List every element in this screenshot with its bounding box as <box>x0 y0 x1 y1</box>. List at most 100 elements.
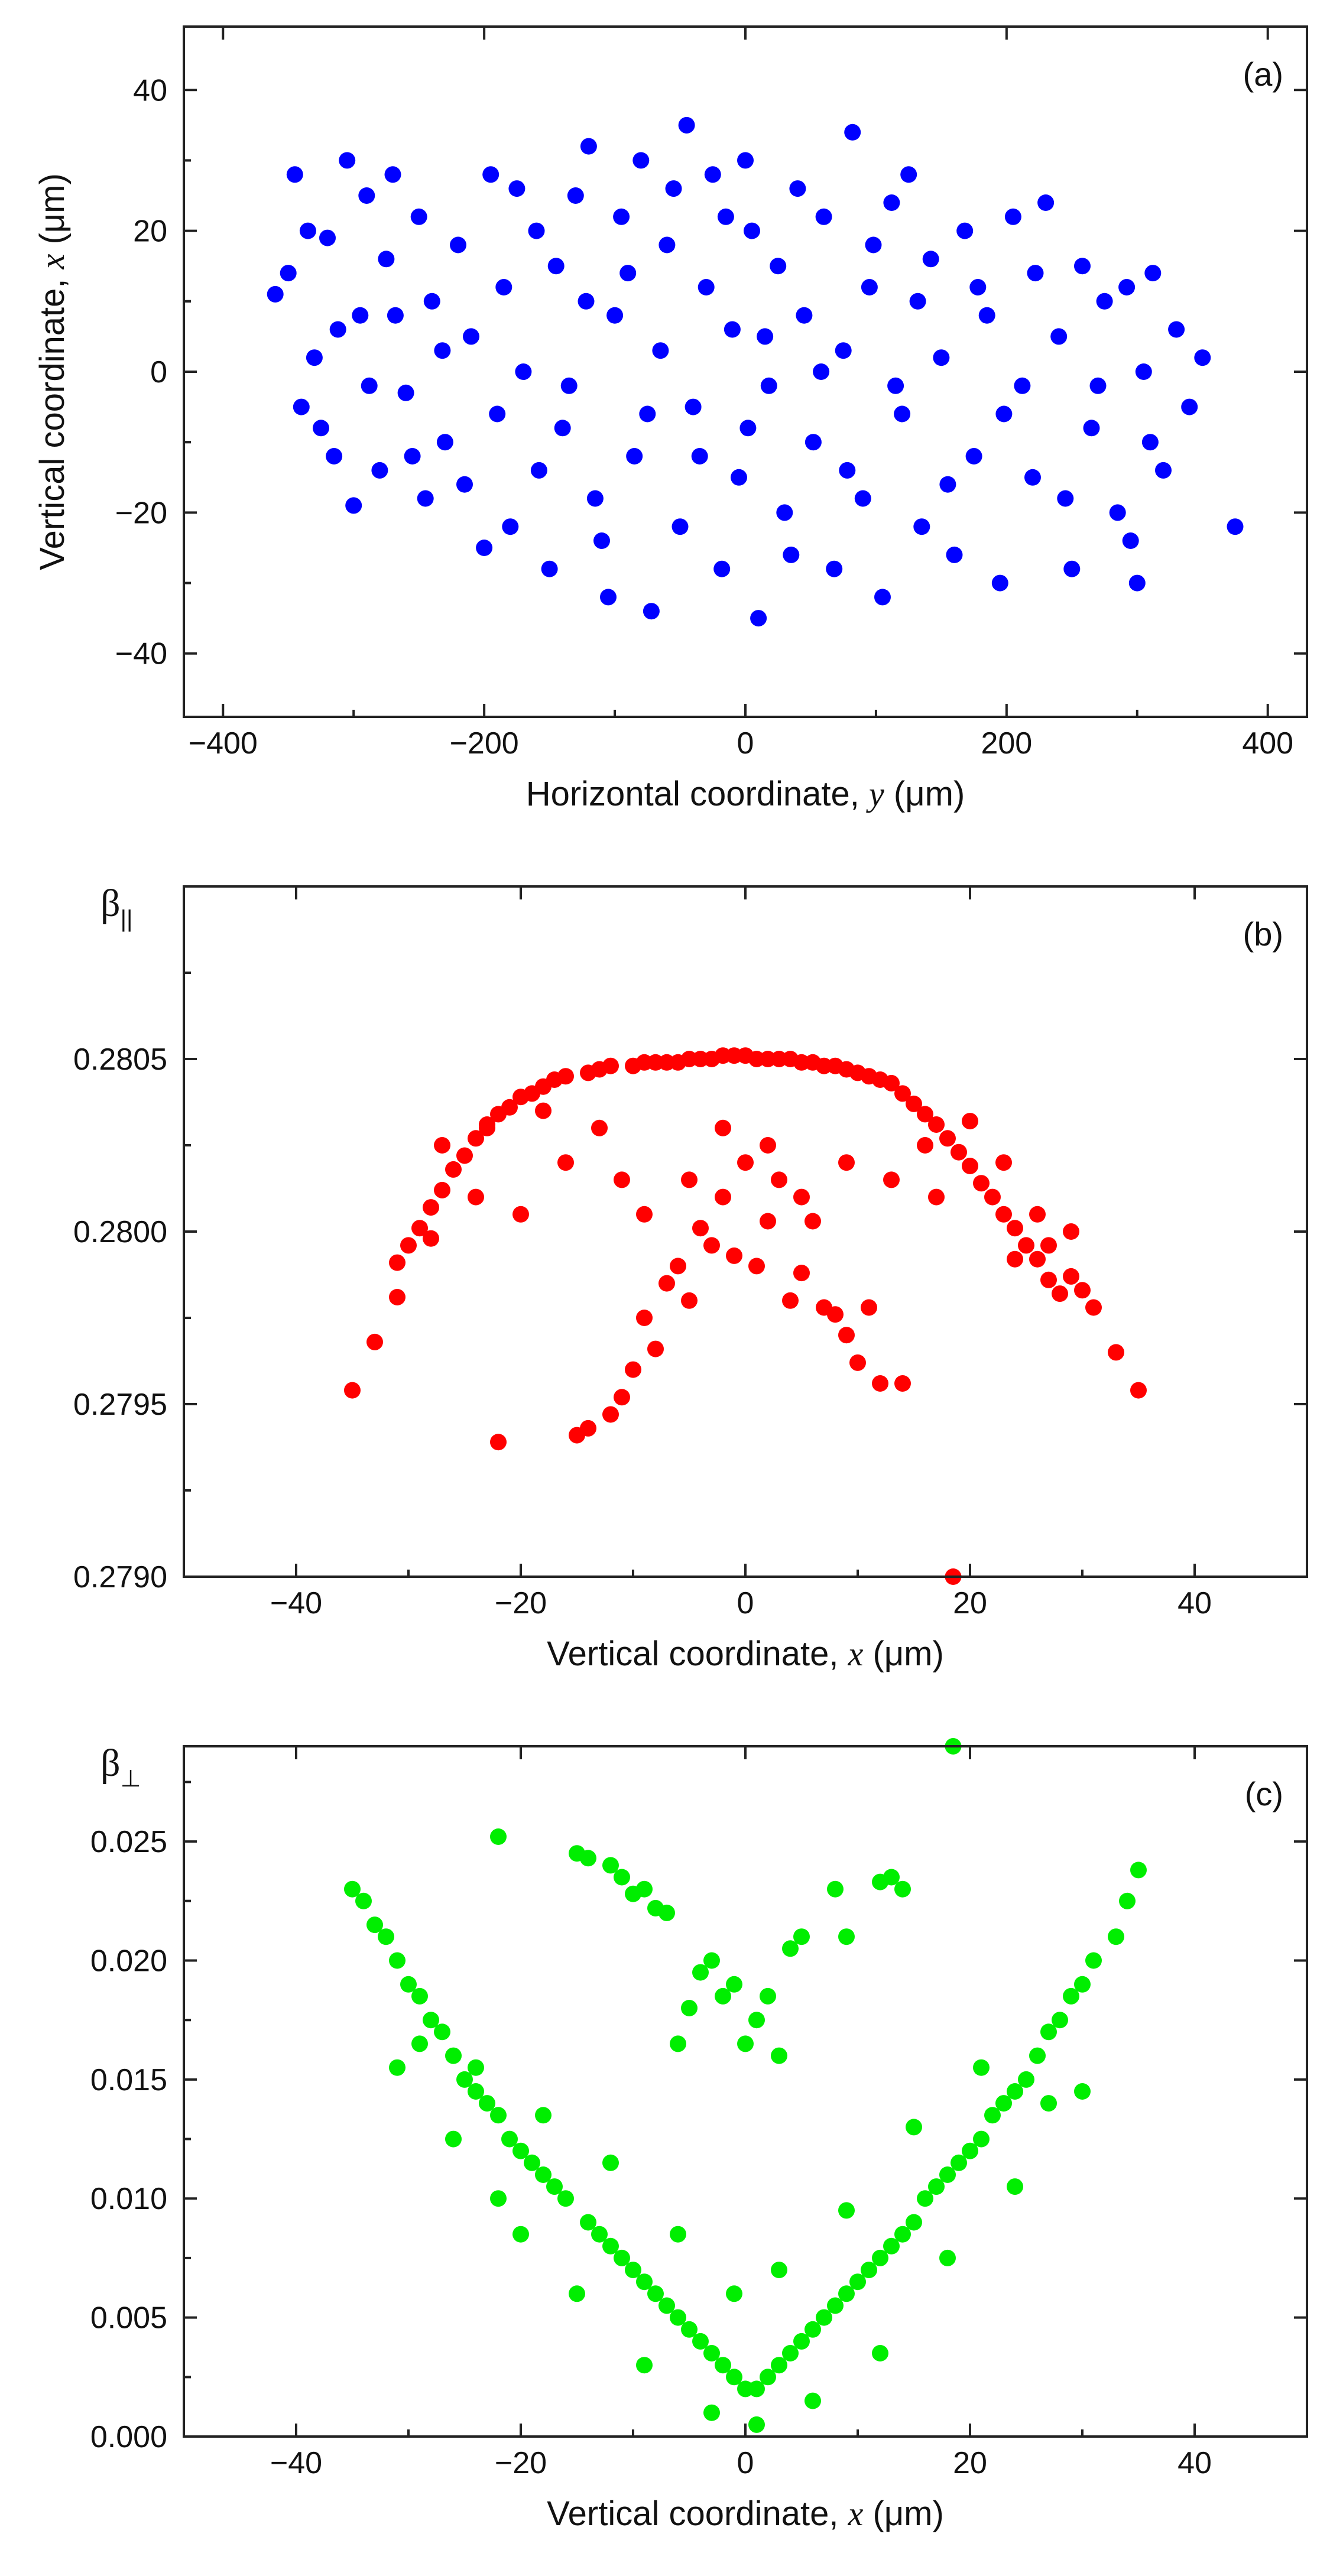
data-point <box>593 532 610 549</box>
x-tick-label: 20 <box>953 2446 987 2480</box>
data-point <box>371 462 388 479</box>
data-point <box>1052 2012 1068 2029</box>
data-point <box>770 258 787 275</box>
data-point <box>352 307 369 324</box>
data-point <box>410 208 427 225</box>
data-point <box>400 1237 417 1254</box>
data-point <box>614 1171 630 1188</box>
data-point <box>1007 2083 1023 2100</box>
data-point <box>535 2166 552 2183</box>
data-point <box>658 1275 675 1292</box>
data-point <box>344 1382 361 1399</box>
data-point <box>468 1188 484 1206</box>
data-point <box>626 448 643 464</box>
data-point <box>389 1952 406 1969</box>
data-point <box>984 1188 1001 1206</box>
x-axis-unit: (μm) <box>884 775 965 813</box>
x-axis-variable: y <box>866 775 884 813</box>
x-tick-label: 40 <box>1177 1586 1212 1620</box>
data-point <box>995 1154 1012 1171</box>
data-point <box>978 307 995 324</box>
beta-symbol: β <box>100 882 121 925</box>
x-axis-label: Vertical coordinate, x (μm) <box>547 2494 944 2533</box>
data-point <box>883 1074 900 1092</box>
data-point <box>793 1265 810 1282</box>
data-point <box>602 1857 619 1874</box>
data-point <box>703 1237 720 1254</box>
x-tick-label: 20 <box>953 1586 987 1620</box>
data-point <box>387 307 404 324</box>
x-tick-label: −40 <box>270 2446 322 2480</box>
y-tick-label: 0.2795 <box>73 1388 167 1422</box>
data-point <box>928 2178 945 2195</box>
data-point <box>691 448 708 464</box>
data-point <box>865 236 882 254</box>
data-point <box>760 377 777 394</box>
data-point <box>692 2333 709 2350</box>
y-axis-label: Vertical coordinate, x (μm) <box>33 173 72 570</box>
data-point <box>591 1119 608 1136</box>
data-point <box>512 2226 529 2243</box>
data-point <box>580 2214 596 2231</box>
data-point <box>1130 1382 1147 1399</box>
data-point <box>1083 420 1100 437</box>
data-point <box>782 2345 799 2361</box>
data-point <box>698 279 715 295</box>
y-axis-label-text: Vertical coordinate, <box>33 269 72 570</box>
data-point <box>883 1171 900 1188</box>
data-point <box>1007 1250 1023 1268</box>
data-point <box>703 2345 720 2361</box>
data-point <box>636 1880 653 1898</box>
data-point <box>715 1188 731 1206</box>
data-point <box>606 307 624 324</box>
data-point <box>1037 194 1055 211</box>
data-point <box>643 603 660 620</box>
x-axis-label-text: Horizontal coordinate, <box>526 775 869 813</box>
data-point <box>844 124 861 141</box>
data-point <box>580 138 597 155</box>
data-point <box>636 2357 653 2374</box>
data-point <box>939 476 956 493</box>
data-point <box>366 1333 383 1350</box>
data-point <box>760 1137 776 1154</box>
data-point <box>726 2369 742 2386</box>
data-point <box>951 2154 967 2171</box>
data-point <box>530 462 547 479</box>
data-point <box>874 589 891 606</box>
data-point <box>625 1361 641 1378</box>
data-point <box>339 152 356 169</box>
data-point <box>389 1289 406 1305</box>
data-point <box>887 377 904 394</box>
y-tick-label: 40 <box>133 73 167 108</box>
data-point <box>917 1137 933 1154</box>
data-point <box>434 1181 450 1198</box>
data-point <box>619 265 637 282</box>
data-point <box>670 1258 686 1275</box>
data-point <box>760 1213 776 1230</box>
data-point <box>445 2047 462 2064</box>
data-point <box>906 2119 922 2136</box>
data-point <box>557 1154 574 1171</box>
x-tick-label: −20 <box>495 1586 547 1620</box>
y-tick-label: 0.025 <box>90 1825 167 1859</box>
data-point <box>813 363 830 380</box>
data-point <box>771 1171 787 1188</box>
data-point <box>827 1880 844 1898</box>
data-point <box>703 1952 720 1969</box>
data-point <box>329 321 346 338</box>
data-point <box>591 2226 608 2243</box>
data-point <box>670 2226 686 2243</box>
data-point <box>726 1247 742 1264</box>
data-point <box>557 1068 574 1085</box>
data-point <box>1024 469 1041 486</box>
data-point <box>883 2237 900 2255</box>
data-point <box>1040 1237 1057 1254</box>
data-point <box>933 349 950 366</box>
y-axis-unit: (μm) <box>33 173 72 254</box>
data-point <box>632 152 650 169</box>
data-point <box>805 434 822 451</box>
data-point <box>883 194 900 211</box>
data-point <box>389 1254 406 1271</box>
data-point <box>1096 293 1113 310</box>
x-axis-label: Horizontal coordinate, y (μm) <box>526 775 965 813</box>
